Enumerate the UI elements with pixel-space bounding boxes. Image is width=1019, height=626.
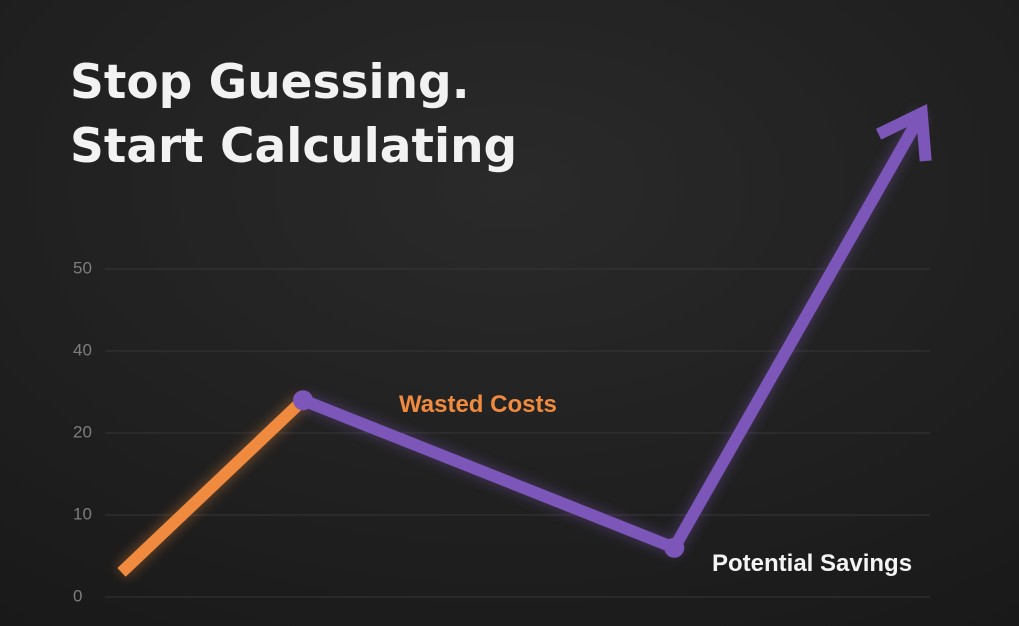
chart-title: Stop Guessing. (70, 55, 470, 110)
y-tick-label: 0 (73, 586, 82, 605)
plot: 0 10 20 40 50 (73, 103, 932, 605)
point (664, 537, 685, 558)
y-tick-label: 50 (73, 258, 92, 277)
y-tick-label: 20 (73, 422, 92, 441)
y-tick-label: 10 (73, 504, 92, 523)
point (293, 390, 313, 411)
chart-title: Start Calculating (70, 119, 517, 174)
series-line (117, 395, 308, 577)
annotation: Potential Savings (712, 550, 912, 577)
arrow-head (875, 103, 932, 162)
y-tick-label: 40 (73, 340, 92, 359)
annotation: Wasted Costs (399, 391, 557, 418)
